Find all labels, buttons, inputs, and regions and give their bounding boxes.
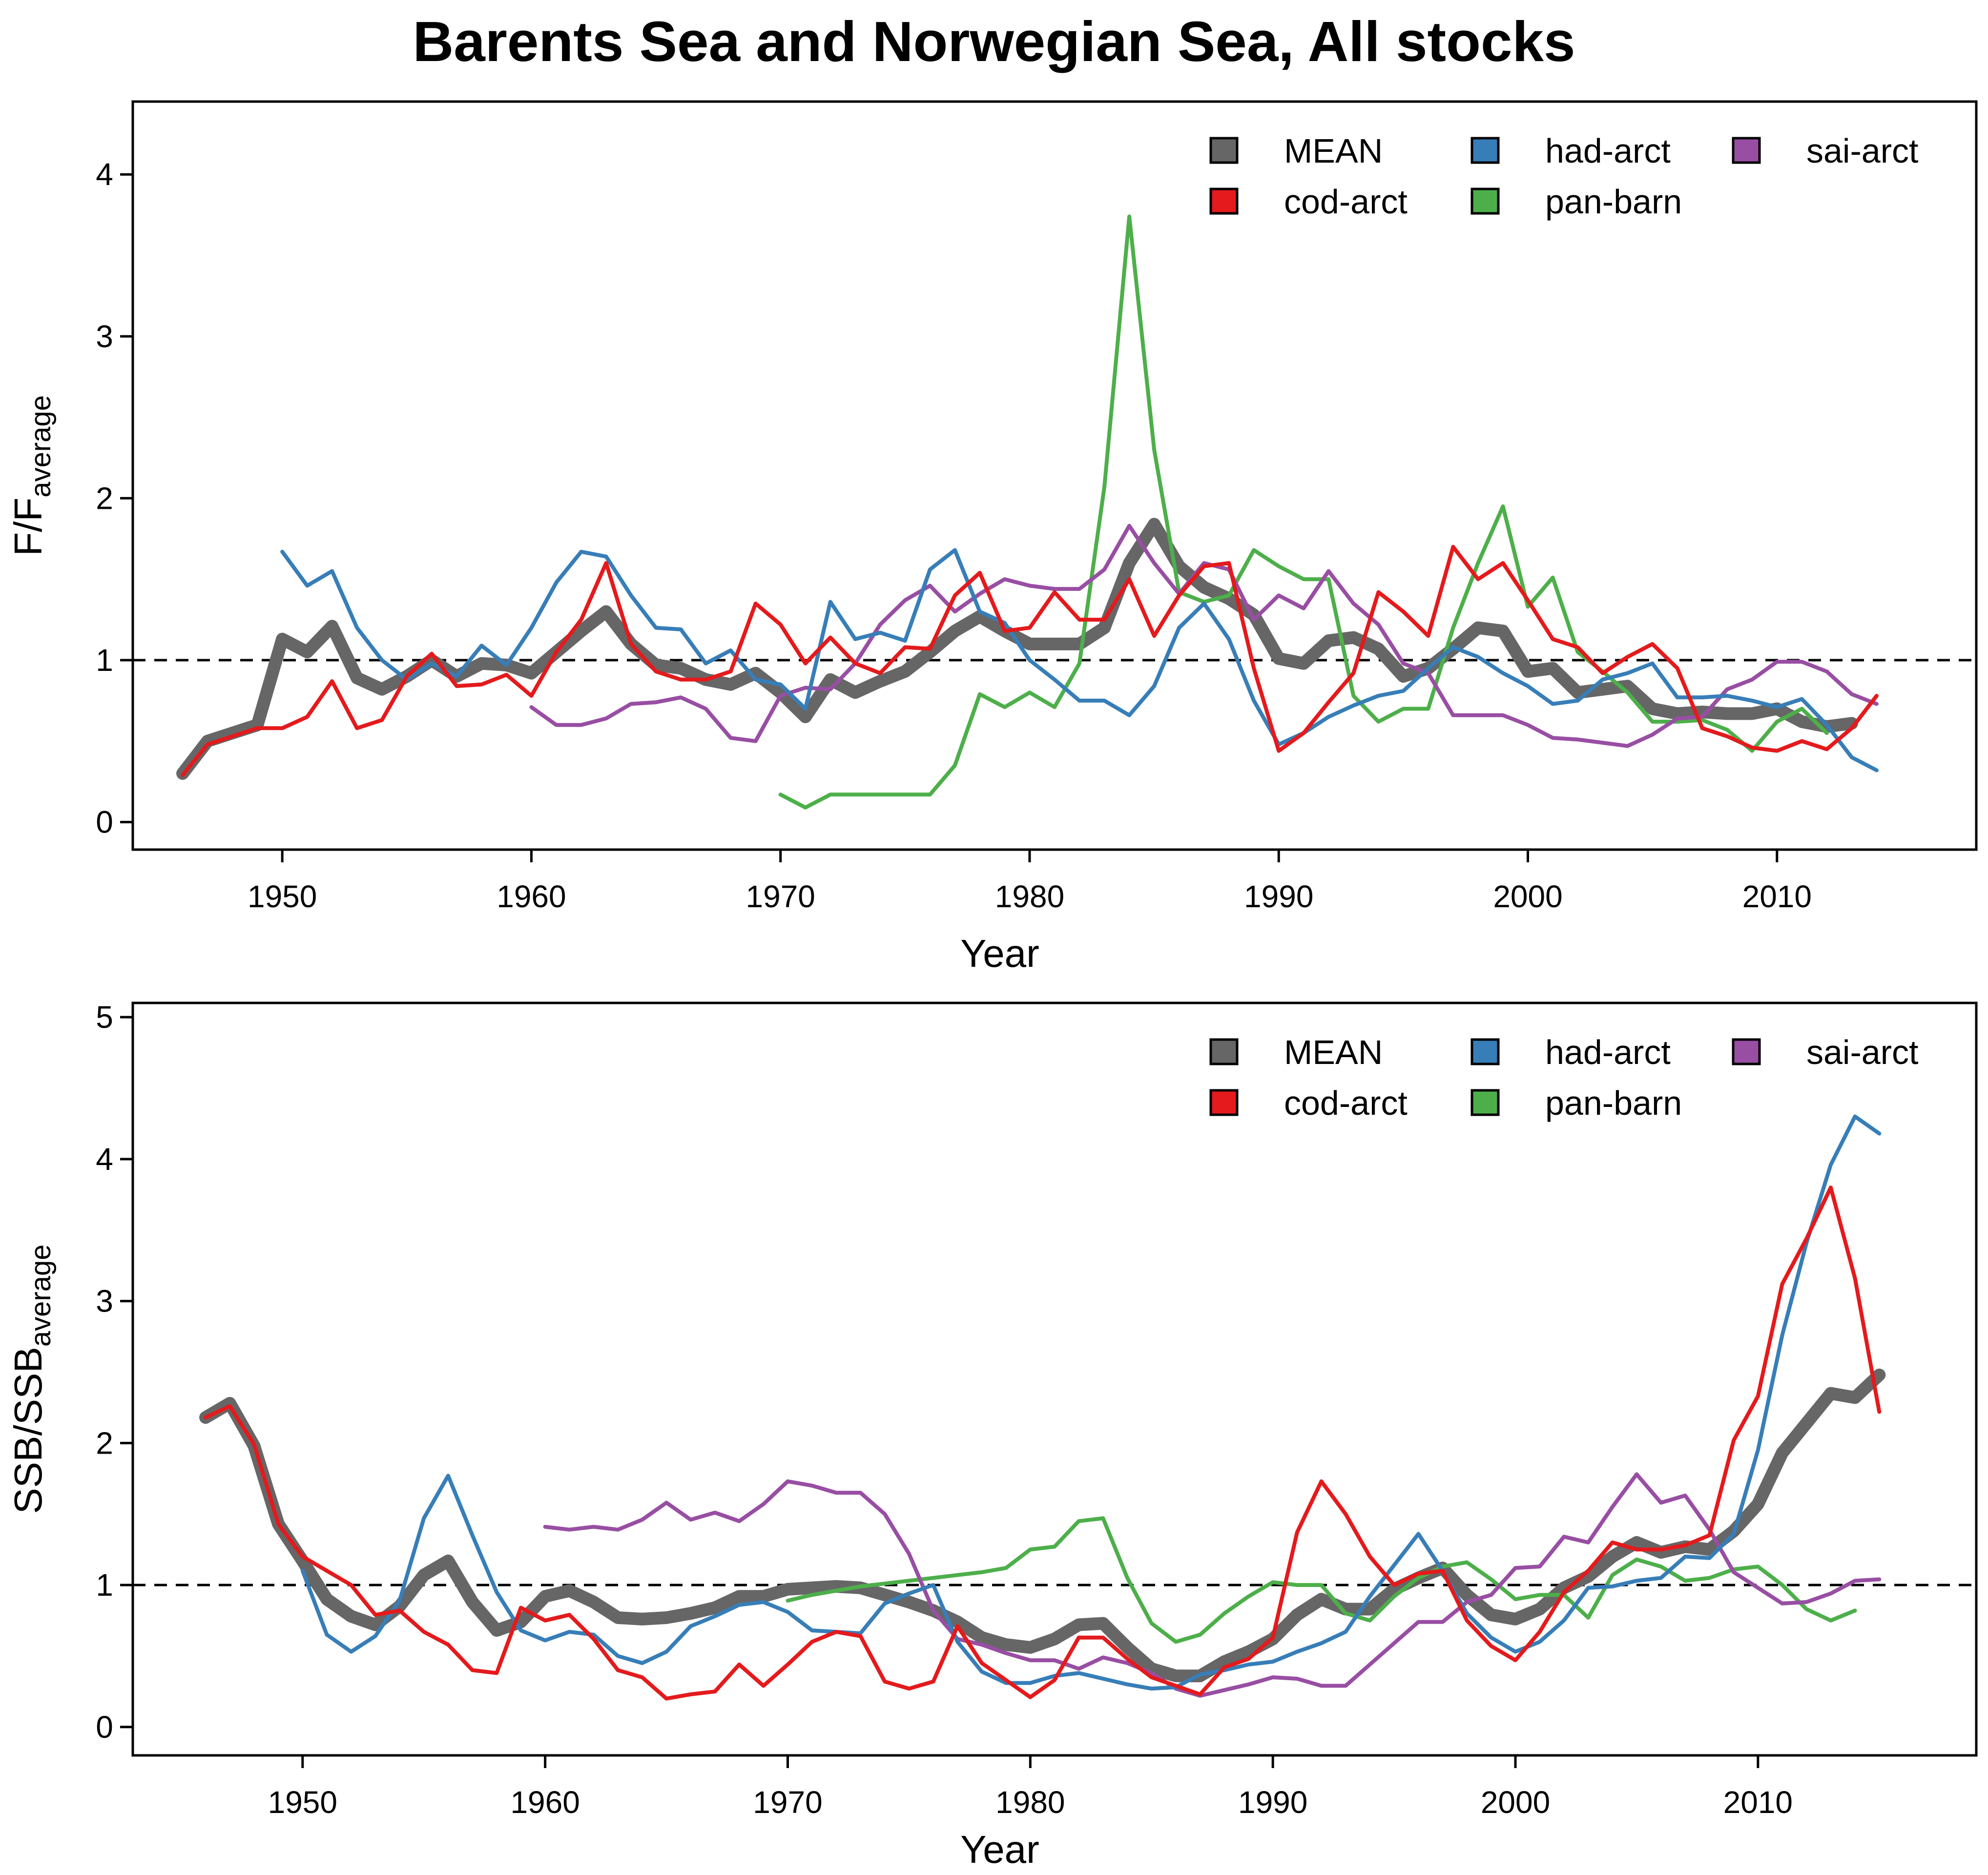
x-axis-label: Year [960, 932, 1039, 975]
legend-label-sai-arct: sai-arct [1806, 1033, 1918, 1071]
legend-label-pan-barn: pan-barn [1545, 1084, 1682, 1122]
x-tick-label: 1950 [248, 879, 317, 914]
y-tick-label: 2 [96, 480, 113, 516]
series-line-sai-arct [529, 523, 1879, 748]
x-tick-label: 2010 [1742, 879, 1812, 914]
y-tick-label: 1 [96, 1567, 113, 1603]
legend-swatch-cod-arct [1209, 188, 1239, 215]
x-tick-label: 1970 [753, 1785, 822, 1820]
legend-label-MEAN: MEAN [1284, 1033, 1383, 1071]
x-tick-label: 1990 [1238, 1785, 1307, 1820]
y-tick-label: 0 [96, 1709, 113, 1745]
series-line-had-arct [280, 548, 1879, 772]
y-tick-label: 5 [96, 1000, 113, 1035]
legend-swatch-MEAN [1209, 1038, 1239, 1065]
legend-swatch-sai-arct [1732, 1038, 1761, 1065]
series-line-MEAN [199, 1368, 1886, 1683]
legend-label-cod-arct: cod-arct [1284, 1084, 1408, 1122]
legend-swatch-pan-barn [1470, 1089, 1500, 1116]
panel-2: 1950 1960 1970 1980 1990 2000 2010 0 1 2 3 4 5 Year SS… [6, 1000, 1978, 1871]
y-tick-label: 1 [96, 643, 113, 678]
legend-swatch-had-arct [1470, 137, 1500, 164]
y-axis-label-subscript: average [25, 395, 57, 498]
x-tick-label: 1980 [995, 1785, 1065, 1820]
y-tick-label: 4 [96, 157, 113, 192]
series-line-had-arct [300, 1114, 1882, 1691]
y-tick-label: 2 [96, 1425, 113, 1460]
y-axis-label: SSB/SSBaverage [6, 1245, 57, 1514]
series-line-pan-barn [778, 214, 1829, 810]
legend-swatch-sai-arct [1732, 137, 1761, 164]
x-tick-label: 1990 [1244, 879, 1313, 914]
x-axis-label: Year [960, 1828, 1039, 1871]
legend-label-pan-barn: pan-barn [1545, 183, 1682, 221]
y-axis-label: F/Faverage [6, 395, 57, 556]
x-tick-label: 2000 [1481, 1785, 1550, 1820]
y-tick-label: 0 [96, 805, 113, 840]
x-tick-label: 1950 [268, 1785, 337, 1820]
y-tick-label: 3 [96, 319, 113, 354]
y-axis-label-main: SSB/SSB [6, 1347, 50, 1514]
legend: MEAN cod-arct had-arct pan-barn sai-arct [1209, 132, 1918, 221]
series-line-cod-arct [181, 544, 1879, 777]
series-line-pan-barn [786, 1516, 1857, 1644]
legend-label-MEAN: MEAN [1284, 132, 1383, 170]
y-tick-label: 3 [96, 1284, 113, 1319]
panel-1: 1950 1960 1970 1980 1990 2000 2010 0 1 2 3 4 Year F/F… [6, 100, 1978, 975]
legend-label-had-arct: had-arct [1545, 1033, 1671, 1071]
series-line-cod-arct [204, 1186, 1882, 1701]
y-tick-label: 4 [96, 1142, 113, 1177]
series-line-MEAN [176, 518, 1858, 780]
x-tick-label: 2010 [1723, 1785, 1793, 1820]
x-tick-label: 1960 [510, 1785, 580, 1820]
legend-swatch-pan-barn [1470, 188, 1500, 215]
y-axis-label-main: F/F [6, 498, 50, 556]
x-tick-label: 1960 [497, 879, 566, 914]
legend: MEAN cod-arct had-arct pan-barn sai-arct [1209, 1033, 1918, 1122]
legend-swatch-had-arct [1470, 1038, 1500, 1065]
legend-label-cod-arct: cod-arct [1284, 183, 1408, 221]
y-axis-label-subscript: average [25, 1245, 57, 1347]
legend-label-sai-arct: sai-arct [1806, 132, 1918, 170]
legend-swatch-MEAN [1209, 137, 1239, 164]
x-tick-label: 2000 [1493, 879, 1562, 914]
x-tick-label: 1980 [995, 879, 1064, 914]
series-line-sai-arct [543, 1472, 1882, 1698]
legend-label-had-arct: had-arct [1545, 132, 1671, 170]
x-tick-label: 1970 [746, 879, 815, 914]
legend-swatch-cod-arct [1209, 1089, 1239, 1116]
plot-frame [131, 1001, 1978, 1757]
figure-title: Barents Sea and Norwegian Sea, All stock… [413, 10, 1575, 73]
plot-frame [131, 100, 1978, 851]
